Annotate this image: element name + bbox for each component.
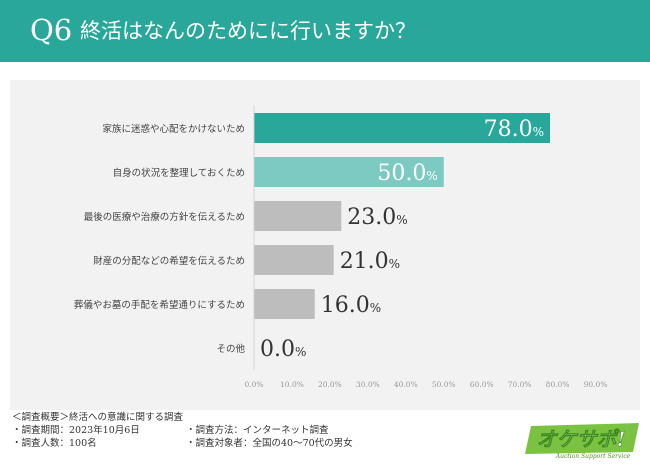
data-label-value: 23.0 [347, 205, 396, 230]
x-tick-label: 50.0% [432, 380, 456, 389]
logo-text: オケサポ! [537, 427, 626, 451]
x-tick-label: 40.0% [394, 380, 418, 389]
data-label: 50.0% [377, 161, 437, 186]
survey-title: ＜調査概要＞終活への意識に関する調査 [12, 412, 184, 423]
bar [254, 245, 334, 275]
header-banner: Q6 終活はなんのためにに行いますか？ [0, 0, 650, 62]
data-label-value: 21.0 [340, 249, 389, 274]
okesapo-logo: オケサポ! Auction Support Service [525, 423, 639, 460]
x-tick-label: 20.0% [318, 380, 342, 389]
category-label: 葬儀やお墓の手配を希望通りにするため [74, 299, 245, 311]
chart-panel: 家族に迷惑や心配をかけないため 78.0% 自身の状況を整理しておくため 50.0% 最… [10, 80, 640, 410]
bar [254, 157, 444, 187]
category-label: 家族に迷惑や心配をかけないため [102, 123, 245, 135]
category-label: 最後の医療や治療の方針を伝えるため [84, 211, 245, 223]
survey-target: ・調査対象者：全国の40～70代の男女 [186, 438, 353, 449]
data-label-unit: % [426, 169, 437, 183]
data-label: 78.0% [484, 117, 544, 142]
data-label-value: 50.0 [377, 161, 426, 186]
bar-chart: 家族に迷惑や心配をかけないため 78.0% 自身の状況を整理しておくため 50.0% 最… [74, 105, 608, 389]
survey-period: ・調査期間：2023年10月6日 [12, 425, 140, 436]
category-label: その他 [216, 343, 245, 355]
data-label-unit: % [389, 257, 400, 271]
x-tick-label: 80.0% [546, 380, 570, 389]
bar [254, 289, 315, 319]
data-label-value: 78.0 [484, 117, 533, 142]
x-tick-label: 60.0% [470, 380, 494, 389]
survey-method: ・調査方法：インターネット調査 [186, 425, 329, 436]
data-label: 21.0% [340, 249, 400, 274]
bar [254, 113, 551, 143]
data-label-unit: % [295, 345, 306, 359]
category-label: 財産の分配などの希望を伝えるため [93, 255, 245, 267]
data-label-unit: % [370, 301, 381, 315]
x-tick-label: 0.0% [244, 380, 263, 389]
data-label: 23.0% [347, 205, 407, 230]
question-title: 終活はなんのためにに行いますか？ [80, 19, 416, 43]
logo-subtext: Auction Support Service [555, 453, 631, 460]
survey-count: ・調査人数：100名 [12, 438, 97, 449]
data-label-unit: % [396, 213, 407, 227]
category-label: 自身の状況を整理しておくため [113, 167, 245, 179]
x-tick-label: 70.0% [508, 380, 532, 389]
data-label: 0.0% [260, 337, 306, 362]
bar [254, 201, 342, 231]
question-number: Q6 [30, 13, 73, 47]
x-tick-label: 90.0% [584, 380, 608, 389]
data-label-unit: % [533, 125, 544, 139]
data-label-value: 0.0 [260, 337, 295, 362]
data-label: 16.0% [321, 293, 381, 318]
x-tick-label: 10.0% [280, 380, 304, 389]
x-tick-label: 30.0% [356, 380, 380, 389]
data-label-value: 16.0 [321, 293, 370, 318]
